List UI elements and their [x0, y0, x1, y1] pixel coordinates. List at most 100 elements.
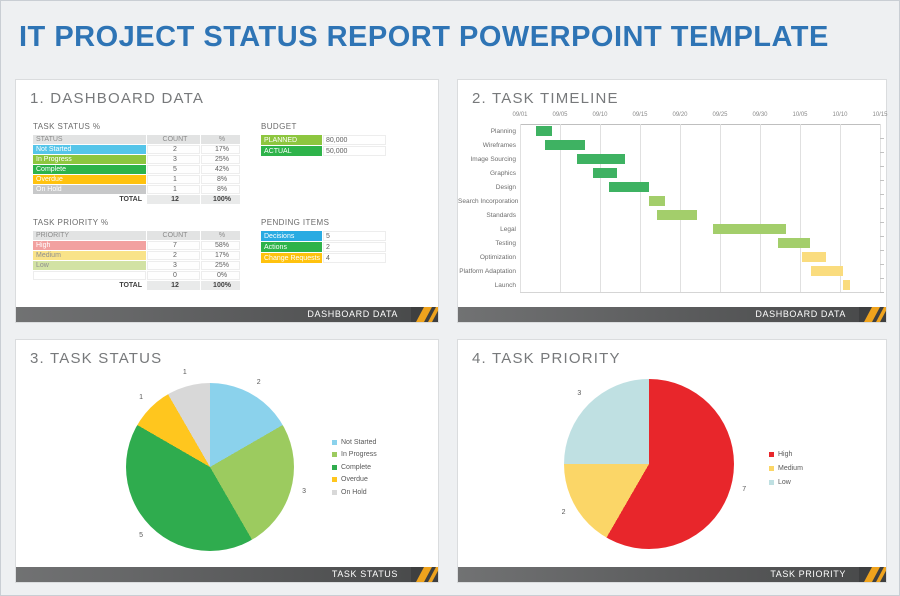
- gantt-bar: [842, 280, 850, 290]
- gantt-task-label: Image Sourcing: [470, 155, 516, 163]
- gantt-bar: [648, 196, 665, 206]
- row-label-cell: Change Requests: [261, 253, 322, 263]
- table-row: PLANNED 80,000: [261, 135, 386, 145]
- row-pct-cell: 0%: [201, 271, 240, 280]
- slide-panel-task-status: 3. TASK STATUS TASK STATUS 2 3 5 1 1 Not Star…: [15, 339, 439, 583]
- axis-tick-label: 09/01: [512, 112, 528, 118]
- panel-heading: 1. DASHBOARD DATA: [30, 90, 205, 107]
- axis-right-tick: [880, 292, 884, 293]
- footer-accent-stripe-icon: [411, 567, 438, 582]
- task-status-table: STATUS COUNT% Not Started 2 17% In Progress 3 2…: [32, 134, 241, 205]
- gridline: [600, 124, 601, 292]
- legend-swatch: [332, 439, 337, 445]
- legend-item: Overdue: [332, 474, 377, 487]
- chart-legend: High Medium Low: [769, 447, 803, 489]
- footer-accent-stripe-icon: [859, 567, 886, 582]
- axis-right-tick: [880, 208, 884, 209]
- gantt-bar: [608, 182, 649, 192]
- row-count-cell: 1: [147, 185, 200, 194]
- gridline: [680, 124, 681, 292]
- row-pct-cell: 42%: [201, 165, 240, 174]
- table-total-row: TOTAL 12 100%: [33, 195, 240, 204]
- gantt-task-label: Standards: [486, 211, 516, 219]
- chart-legend: Not Started In Progress Complete Overdue On …: [332, 436, 377, 499]
- legend-label: Not Started: [341, 438, 377, 446]
- task-status-table-group: TASK STATUS % STATUS COUNT% Not Started 2 17…: [32, 122, 241, 205]
- legend-swatch: [769, 479, 774, 485]
- table-row: High 7 58%: [33, 241, 240, 250]
- task-priority-table-group: TASK PRIORITY % PRIORITY COUNT% High 7 58% Me…: [32, 218, 241, 291]
- row-count-cell: 2: [147, 145, 200, 154]
- gantt-task-label: Design: [495, 183, 516, 191]
- pending-items-table-group: PENDING ITEMS Decisions 5 Actions 2 Change R…: [260, 218, 387, 264]
- gridline: [560, 124, 561, 292]
- total-pct-cell: 100%: [201, 195, 240, 204]
- legend-swatch: [332, 477, 337, 483]
- gantt-bar: [712, 224, 786, 234]
- column-header: COUNT: [147, 135, 200, 144]
- table-row: Overdue 1 8%: [33, 175, 240, 184]
- table-row: Complete 5 42%: [33, 165, 240, 174]
- column-header: %: [201, 135, 240, 144]
- gantt-bar: [778, 238, 810, 248]
- row-label-cell: ACTUAL: [261, 146, 322, 156]
- axis-right-tick: [880, 264, 884, 265]
- gantt-task-label: Platform Adaptation: [459, 267, 516, 275]
- legend-item: High: [769, 447, 803, 461]
- row-label-cell: On Hold: [33, 185, 146, 194]
- legend-swatch: [769, 451, 774, 457]
- table-total-row: TOTAL 12 100%: [33, 281, 240, 290]
- data-label: 2: [561, 509, 566, 517]
- gantt-task-label: Planning: [490, 127, 516, 135]
- gantt-task-label: Legal: [500, 225, 516, 233]
- axis-tick-label: 09/20: [672, 112, 688, 118]
- data-label: 3: [577, 390, 582, 398]
- panel-heading: 3. TASK STATUS: [30, 350, 163, 367]
- slide-footer-label: TASK PRIORITY: [770, 569, 846, 579]
- axis-tick-label: 10/05: [792, 112, 808, 118]
- legend-item: Medium: [769, 461, 803, 475]
- gantt-bar: [592, 168, 617, 178]
- row-pct-cell: 8%: [201, 175, 240, 184]
- row-value-cell: 5: [323, 231, 386, 241]
- budget-table-group: BUDGET PLANNED 80,000 ACTUAL 50,000: [260, 122, 387, 157]
- panel-heading: 2. TASK TIMELINE: [472, 90, 619, 107]
- data-label: 5: [139, 531, 144, 539]
- section-title: TASK STATUS %: [33, 122, 101, 131]
- row-label-cell: In Progress: [33, 155, 146, 164]
- total-pct-cell: 100%: [201, 281, 240, 290]
- gridline: [840, 124, 841, 292]
- section-title: PENDING ITEMS: [261, 218, 330, 227]
- total-label-cell: TOTAL: [119, 282, 142, 289]
- column-header: COUNT: [147, 231, 200, 240]
- axis-tick-label: 09/30: [752, 112, 768, 118]
- gridline: [720, 124, 721, 292]
- data-label: 1: [139, 394, 144, 402]
- axis-right-tick: [880, 180, 884, 181]
- row-label-cell: Not Started: [33, 145, 146, 154]
- data-label: 3: [302, 488, 307, 496]
- data-label: 7: [742, 485, 747, 493]
- row-pct-cell: 25%: [201, 155, 240, 164]
- row-label-cell: Low: [33, 261, 146, 270]
- page-title: IT PROJECT STATUS REPORT POWERPOINT TEMP…: [19, 21, 829, 53]
- column-header: PRIORITY: [33, 231, 146, 240]
- axis-right-tick: [880, 278, 884, 279]
- row-pct-cell: 17%: [201, 251, 240, 260]
- table-header-row: STATUS COUNT%: [33, 135, 240, 144]
- table-row: Medium 2 17%: [33, 251, 240, 260]
- slide-footer: TASK PRIORITY: [458, 567, 886, 582]
- gantt-bar: [802, 252, 827, 262]
- legend-label: On Hold: [341, 488, 367, 496]
- table-row: Low 3 25%: [33, 261, 240, 270]
- table-row: On Hold 1 8%: [33, 185, 240, 194]
- slide-footer: DASHBOARD DATA: [458, 307, 886, 322]
- gantt-task-label: Testing: [495, 239, 516, 247]
- row-count-cell: 0: [147, 271, 200, 280]
- gantt-task-label: Graphics: [489, 169, 516, 177]
- legend-item: Not Started: [332, 436, 377, 449]
- legend-item: On Hold: [332, 486, 377, 499]
- row-value-cell: 50,000: [323, 146, 386, 156]
- slide-footer: DASHBOARD DATA: [16, 307, 438, 322]
